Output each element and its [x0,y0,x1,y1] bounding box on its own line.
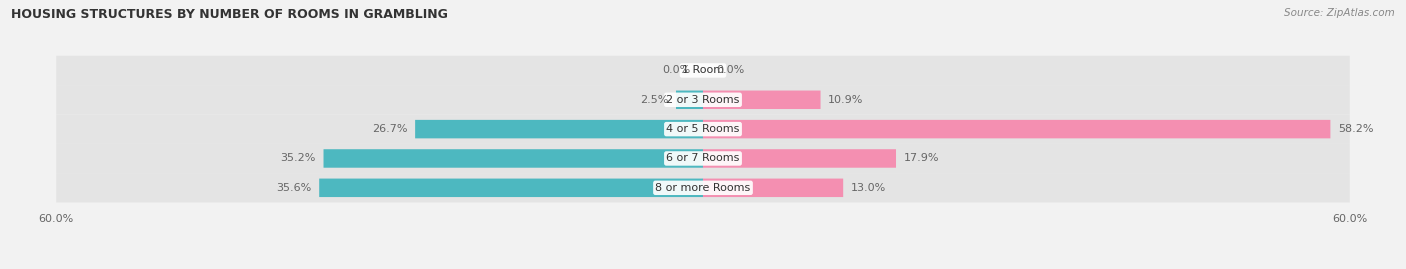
FancyBboxPatch shape [56,173,1350,203]
Text: 26.7%: 26.7% [373,124,408,134]
Text: 10.9%: 10.9% [828,95,863,105]
Text: HOUSING STRUCTURES BY NUMBER OF ROOMS IN GRAMBLING: HOUSING STRUCTURES BY NUMBER OF ROOMS IN… [11,8,449,21]
FancyBboxPatch shape [703,149,896,168]
Text: 17.9%: 17.9% [904,154,939,164]
FancyBboxPatch shape [676,91,703,109]
Text: 58.2%: 58.2% [1339,124,1374,134]
FancyBboxPatch shape [56,85,1350,114]
FancyBboxPatch shape [56,144,1350,173]
Text: 0.0%: 0.0% [716,65,744,75]
Text: 0.0%: 0.0% [662,65,690,75]
FancyBboxPatch shape [56,56,1350,85]
Text: 6 or 7 Rooms: 6 or 7 Rooms [666,154,740,164]
FancyBboxPatch shape [319,179,703,197]
FancyBboxPatch shape [415,120,703,138]
Text: 35.2%: 35.2% [281,154,316,164]
FancyBboxPatch shape [323,149,703,168]
FancyBboxPatch shape [703,91,821,109]
Text: 8 or more Rooms: 8 or more Rooms [655,183,751,193]
Text: 35.6%: 35.6% [277,183,312,193]
FancyBboxPatch shape [56,114,1350,144]
Text: 1 Room: 1 Room [682,65,724,75]
Text: 13.0%: 13.0% [851,183,886,193]
Text: 2.5%: 2.5% [640,95,668,105]
Text: 2 or 3 Rooms: 2 or 3 Rooms [666,95,740,105]
FancyBboxPatch shape [703,120,1330,138]
Text: 4 or 5 Rooms: 4 or 5 Rooms [666,124,740,134]
FancyBboxPatch shape [703,179,844,197]
Text: Source: ZipAtlas.com: Source: ZipAtlas.com [1284,8,1395,18]
